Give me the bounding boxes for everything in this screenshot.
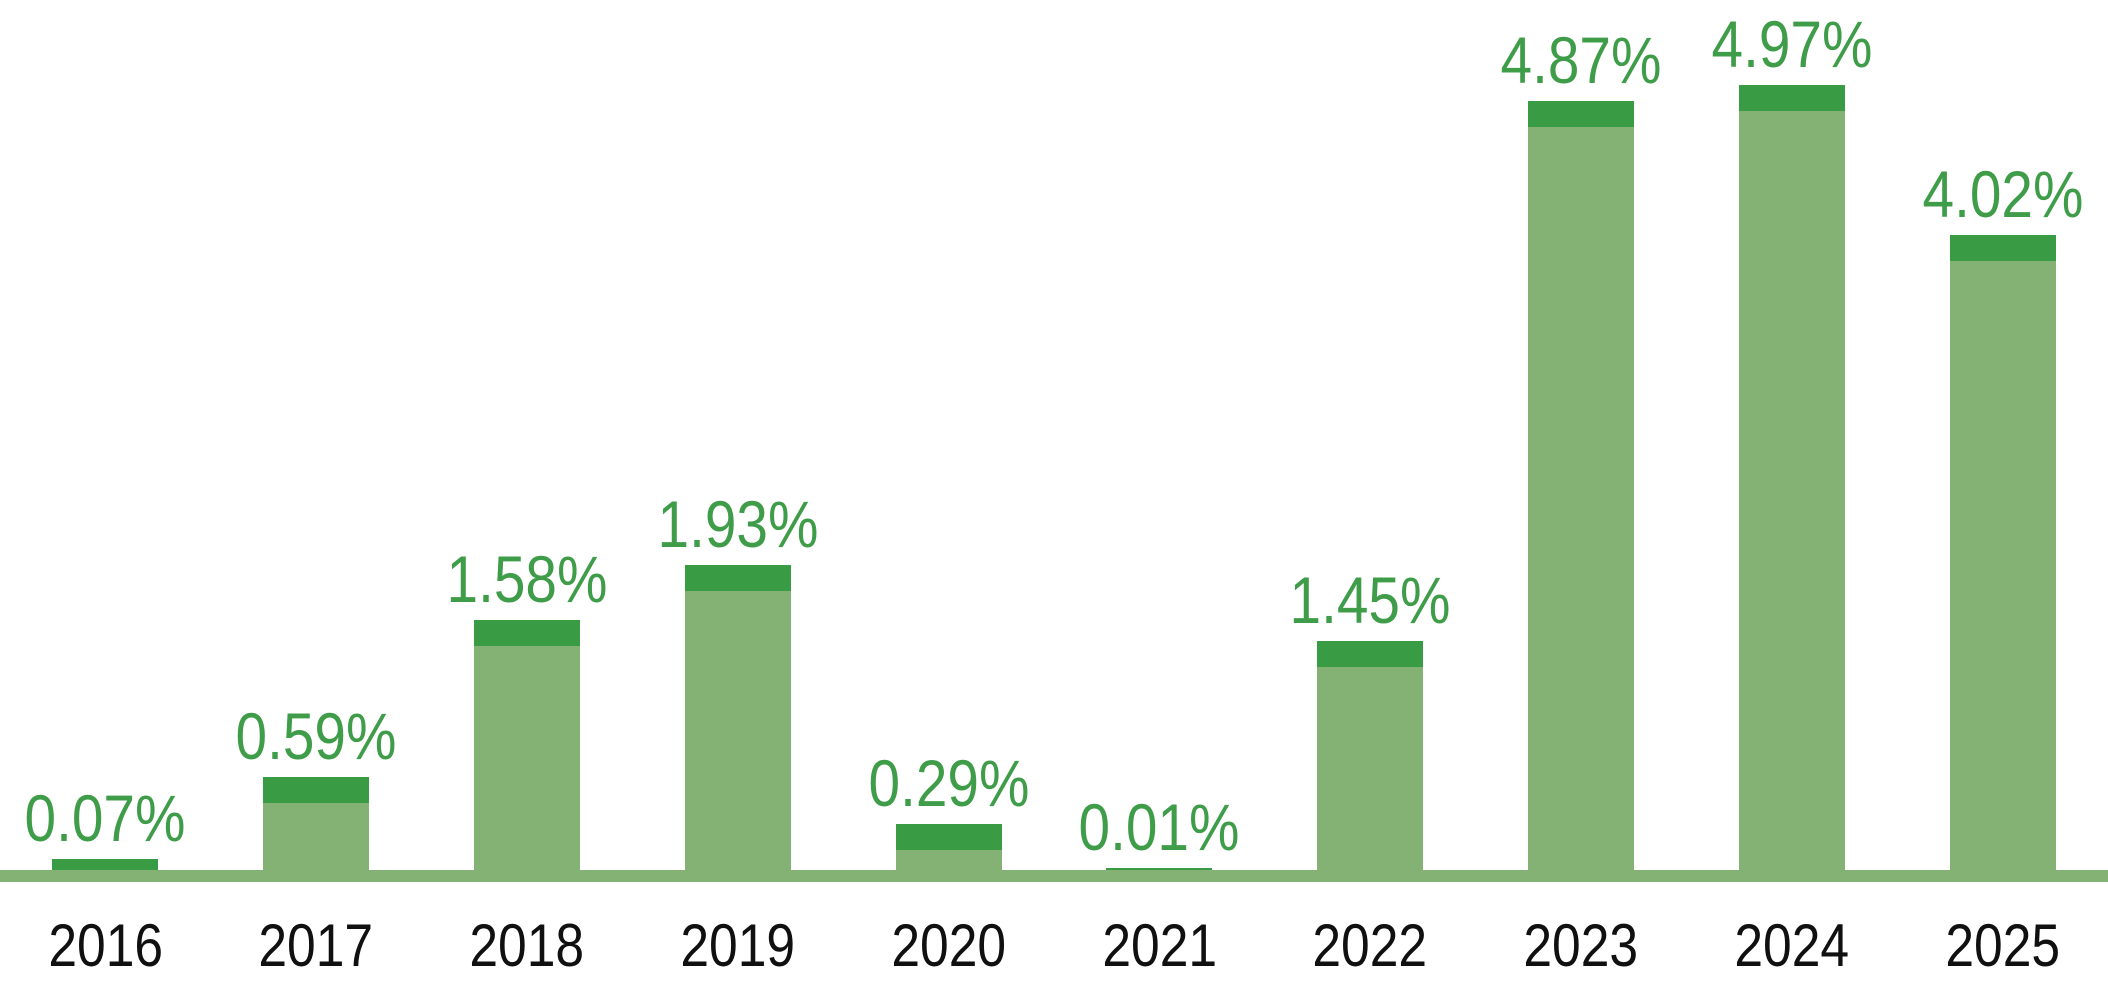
value-label: 0.01% <box>1066 794 1253 860</box>
value-label-text: 4.97% <box>1711 7 1873 81</box>
x-axis-labels: 2016 2017 2018 2019 2020 2021 2022 2023 … <box>0 900 2108 992</box>
year-label: 2017 <box>258 912 374 979</box>
bar-cap <box>1949 235 2056 262</box>
year-label-cell: 2017 <box>211 900 422 992</box>
bar-cap <box>473 620 580 647</box>
value-label-text: 4.02% <box>1922 157 2084 232</box>
year-label: 2016 <box>48 912 163 979</box>
bar-column: 4.02% <box>1897 0 2108 870</box>
year-label: 2025 <box>1945 912 2060 979</box>
bar-cap <box>684 565 791 592</box>
bar <box>473 620 580 870</box>
value-label: 1.58% <box>433 546 620 612</box>
value-label: 0.29% <box>855 750 1042 816</box>
bar <box>1527 100 1634 870</box>
bar-column: 1.45% <box>1265 0 1476 870</box>
bar <box>684 565 791 870</box>
value-label-text: 4.87% <box>1500 22 1662 97</box>
value-label: 1.93% <box>644 491 831 557</box>
bar <box>263 776 370 870</box>
bar <box>1949 235 2056 870</box>
bar <box>1106 868 1213 870</box>
bar-column: 1.93% <box>632 0 843 870</box>
bar <box>1317 640 1424 870</box>
value-label-text: 1.93% <box>657 487 819 562</box>
bar-column: 0.01% <box>1054 0 1265 870</box>
year-label-cell: 2020 <box>843 900 1054 992</box>
bar <box>895 824 1002 870</box>
value-label-text: 0.07% <box>24 780 186 855</box>
value-label: 4.02% <box>1909 161 2096 227</box>
bar-column: 4.87% <box>1476 0 1687 870</box>
year-label: 2021 <box>1101 912 1217 979</box>
year-label: 2024 <box>1734 912 1850 979</box>
bar-column: 0.59% <box>211 0 422 870</box>
year-label-cell: 2019 <box>632 900 843 992</box>
year-label-cell: 2025 <box>1897 900 2108 992</box>
year-label-cell: 2022 <box>1265 900 1476 992</box>
year-label: 2020 <box>891 912 1006 979</box>
bar-cap <box>1317 640 1424 667</box>
year-label-cell: 2021 <box>1054 900 1265 992</box>
bar-column: 0.29% <box>843 0 1054 870</box>
plot-area: 0.07% 0.59% 1.58% 1.93% 0.29% <box>0 0 2108 870</box>
year-label: 2018 <box>469 912 585 979</box>
year-label: 2019 <box>680 912 796 979</box>
x-axis-line <box>0 870 2108 882</box>
value-label-text: 0.29% <box>868 746 1030 821</box>
value-label-text: 1.45% <box>1289 562 1451 637</box>
bar-cap <box>263 776 370 803</box>
value-label-text: 0.59% <box>235 698 397 773</box>
bar-column: 0.07% <box>0 0 211 870</box>
bar <box>1738 85 1845 870</box>
bar-column: 4.97% <box>1686 0 1897 870</box>
bar-cap <box>895 824 1002 851</box>
value-label: 1.45% <box>1277 567 1464 633</box>
bar-cap <box>1106 868 1213 870</box>
year-label-cell: 2023 <box>1476 900 1687 992</box>
year-label-cell: 2016 <box>0 900 211 992</box>
bar-column: 1.58% <box>422 0 633 870</box>
bar-cap <box>1738 85 1845 111</box>
year-label: 2022 <box>1312 912 1428 979</box>
value-label: 4.97% <box>1698 11 1885 77</box>
value-label: 4.87% <box>1487 27 1674 93</box>
year-label-cell: 2024 <box>1686 900 1897 992</box>
year-label-cell: 2018 <box>422 900 633 992</box>
value-label: 0.59% <box>223 703 410 769</box>
value-label-text: 1.58% <box>446 542 608 617</box>
value-label-text: 0.01% <box>1078 790 1240 865</box>
bar-cap <box>52 858 159 870</box>
bar <box>52 858 159 870</box>
year-label: 2023 <box>1523 912 1639 979</box>
bar-cap <box>1527 100 1634 127</box>
value-label: 0.07% <box>12 785 199 851</box>
